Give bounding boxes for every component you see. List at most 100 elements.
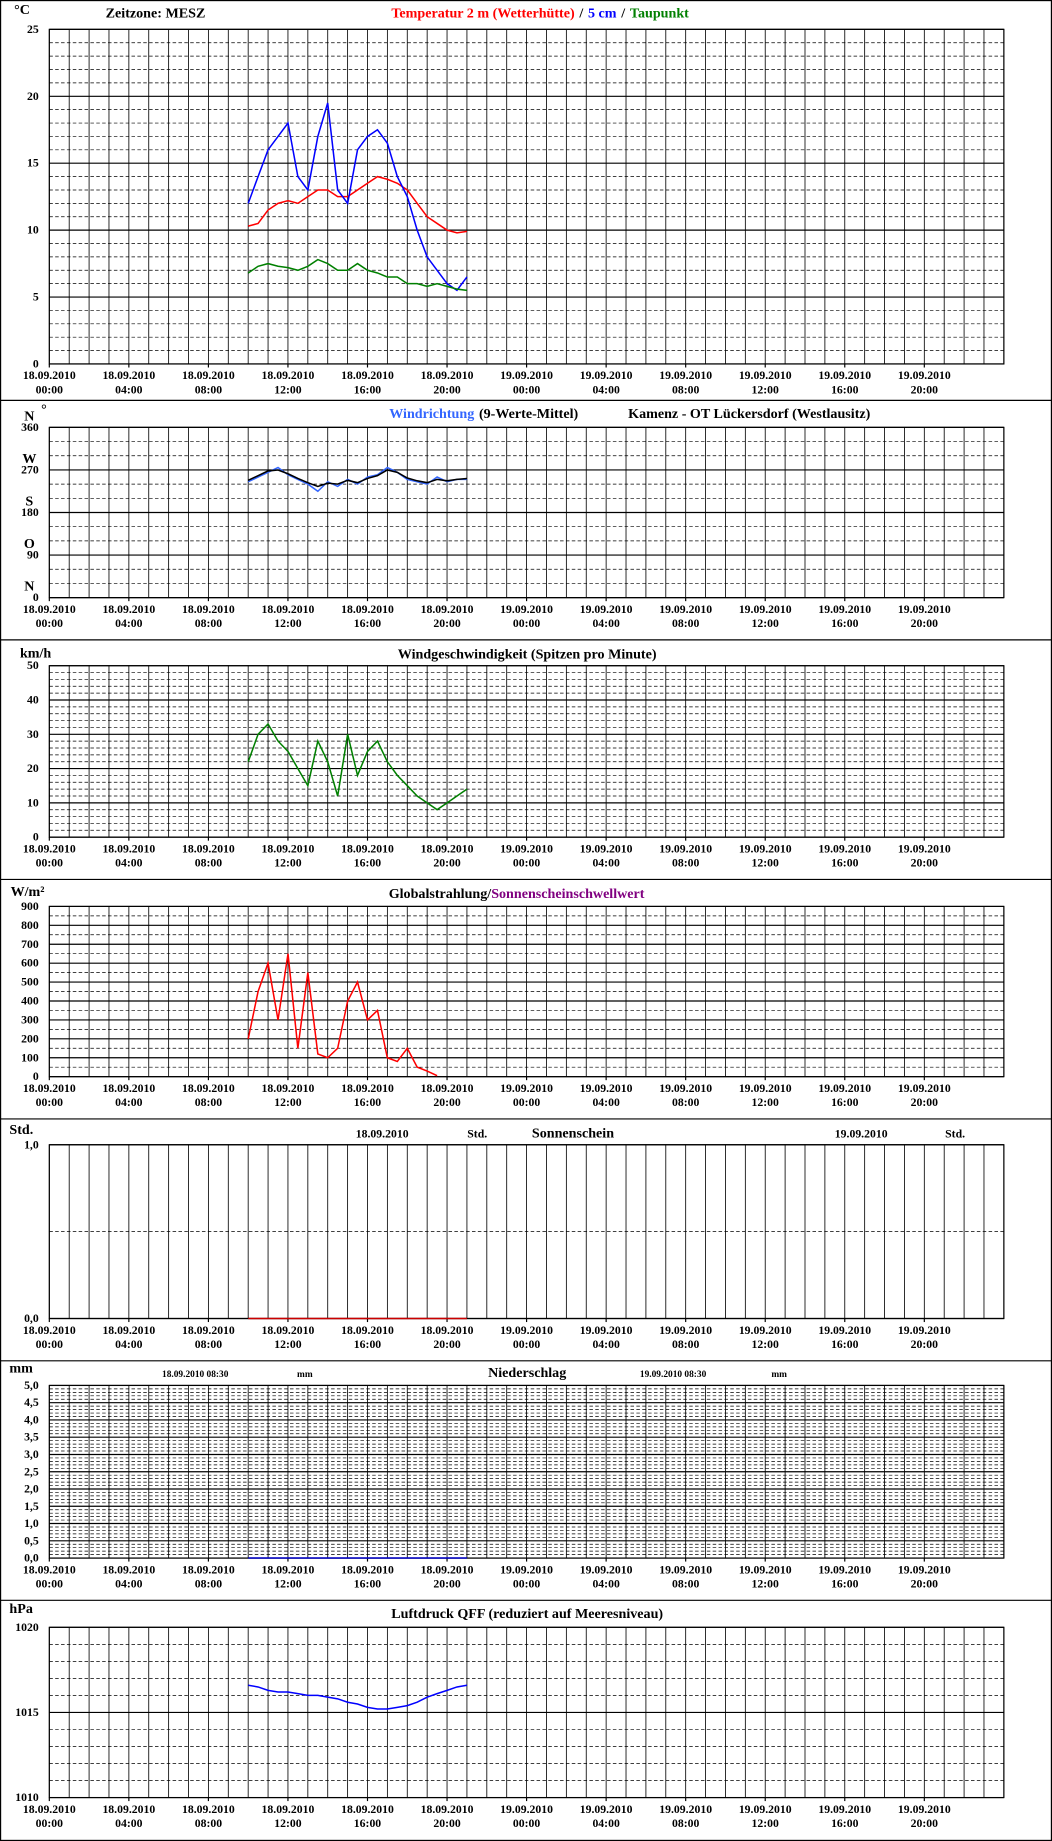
x-tick-date: 18.09.2010 bbox=[23, 1324, 76, 1337]
y-tick-label: 40 bbox=[27, 694, 39, 707]
x-tick-time: 00:00 bbox=[513, 383, 541, 396]
y-tick-label: 1,0 bbox=[24, 1138, 39, 1151]
x-tick-date: 18.09.2010 bbox=[102, 1563, 155, 1576]
y-tick-label: 0 bbox=[33, 357, 39, 370]
x-tick-date: 18.09.2010 bbox=[182, 603, 235, 616]
compass-label: W bbox=[22, 451, 36, 467]
x-tick-time: 00:00 bbox=[36, 617, 64, 630]
x-tick-date: 18.09.2010 bbox=[182, 1082, 235, 1095]
x-tick-date: 19.09.2010 bbox=[898, 603, 951, 616]
y-axis-label: Std. bbox=[9, 1122, 33, 1138]
legend-entry: Temperatur 2 m (Wetterhütte) bbox=[391, 6, 575, 22]
x-tick-date: 19.09.2010 bbox=[659, 1803, 712, 1816]
y-tick-label: 0,5 bbox=[24, 1534, 39, 1547]
x-tick-date: 18.09.2010 bbox=[421, 603, 474, 616]
chart-panel: 0102030405018.09.201000:0018.09.201004:0… bbox=[20, 645, 1005, 869]
x-tick-date: 18.09.2010 bbox=[421, 1324, 474, 1337]
x-tick-date: 19.09.2010 bbox=[898, 369, 951, 382]
x-tick-date: 18.09.2010 bbox=[341, 1082, 394, 1095]
x-tick-time: 04:00 bbox=[592, 617, 620, 630]
annotation: 18.09.2010 08:30 bbox=[162, 1370, 229, 1380]
x-tick-date: 18.09.2010 bbox=[421, 1803, 474, 1816]
x-tick-time: 16:00 bbox=[354, 856, 382, 869]
data-line bbox=[247, 953, 438, 1077]
x-tick-date: 18.09.2010 bbox=[182, 1324, 235, 1337]
chart-title: Sonnenschein bbox=[532, 1126, 614, 1142]
x-tick-date: 19.09.2010 bbox=[739, 369, 792, 382]
x-tick-time: 20:00 bbox=[433, 1817, 461, 1830]
x-tick-time: 16:00 bbox=[354, 1338, 382, 1351]
x-tick-time: 08:00 bbox=[672, 856, 700, 869]
y-tick-label: 90 bbox=[27, 549, 39, 562]
x-tick-time: 16:00 bbox=[354, 1817, 382, 1830]
y-tick-label: 4,5 bbox=[24, 1396, 39, 1409]
x-tick-time: 08:00 bbox=[195, 617, 223, 630]
x-tick-date: 19.09.2010 bbox=[500, 842, 553, 855]
x-tick-date: 18.09.2010 bbox=[182, 369, 235, 382]
legend-separator: / bbox=[620, 6, 626, 22]
x-tick-date: 18.09.2010 bbox=[182, 1803, 235, 1816]
y-tick-label: 0 bbox=[33, 1070, 39, 1083]
x-tick-time: 00:00 bbox=[36, 383, 64, 396]
x-tick-date: 19.09.2010 bbox=[500, 1563, 553, 1576]
chart-panel: 09018027036018.09.201000:0018.09.201004:… bbox=[21, 401, 1005, 630]
chart-panel: 0,0 0,5 1,0 1,5 2,0 2,5 3,0 3,5 4,0 4,5 5,0 18.09.2… bbox=[9, 1361, 1005, 1590]
x-tick-date: 18.09.2010 bbox=[182, 1563, 235, 1576]
x-tick-date: 18.09.2010 bbox=[23, 603, 76, 616]
x-tick-date: 18.09.2010 bbox=[421, 842, 474, 855]
y-tick-label: 0,0 bbox=[24, 1552, 39, 1565]
plot-frame bbox=[48, 1144, 1005, 1320]
chart-heading: Sonnenschein bbox=[532, 1126, 614, 1142]
plot-frame bbox=[48, 28, 1005, 365]
annotation: mm bbox=[771, 1370, 787, 1380]
y-tick-label: 200 bbox=[21, 1032, 39, 1045]
y-tick-label: 0 bbox=[33, 831, 39, 844]
x-tick-date: 18.09.2010 bbox=[421, 1082, 474, 1095]
x-tick-time: 04:00 bbox=[115, 856, 143, 869]
x-tick-date: 19.09.2010 bbox=[580, 369, 633, 382]
x-tick-date: 19.09.2010 bbox=[739, 1324, 792, 1337]
x-tick-time: 08:00 bbox=[672, 617, 700, 630]
y-tick-label: 600 bbox=[21, 957, 39, 970]
x-tick-time: 00:00 bbox=[513, 1096, 541, 1109]
legend-entry: Windrichtung bbox=[389, 406, 474, 422]
x-tick-time: 12:00 bbox=[274, 1096, 302, 1109]
data-line bbox=[247, 102, 468, 292]
annotation: Std. bbox=[945, 1128, 965, 1141]
chart-subtitle: Sonnenscheinschwellwert bbox=[491, 886, 645, 902]
x-tick-date: 19.09.2010 bbox=[500, 1803, 553, 1816]
annotation: Zeitzone: MESZ bbox=[106, 6, 206, 22]
x-tick-time: 00:00 bbox=[513, 1577, 541, 1590]
x-tick-date: 19.09.2010 bbox=[898, 842, 951, 855]
x-tick-date: 18.09.2010 bbox=[23, 1082, 76, 1095]
annotation: 18.09.2010 bbox=[356, 1128, 409, 1141]
x-tick-time: 16:00 bbox=[831, 856, 859, 869]
x-tick-time: 04:00 bbox=[592, 856, 620, 869]
data-line bbox=[247, 258, 468, 292]
chart-panel: 051015202518.09.201000:0018.09.201004:00… bbox=[14, 2, 1005, 396]
y-tick-label: 180 bbox=[21, 506, 39, 519]
chart-panel: 010020030040050060070080090018.09.201000… bbox=[11, 884, 1005, 1109]
x-tick-time: 04:00 bbox=[115, 1338, 143, 1351]
y-tick-label: 10 bbox=[27, 224, 39, 237]
x-tick-time: 20:00 bbox=[911, 856, 939, 869]
data-line bbox=[248, 1684, 468, 1710]
x-tick-date: 19.09.2010 bbox=[818, 1803, 871, 1816]
x-tick-time: 04:00 bbox=[115, 383, 143, 396]
x-tick-time: 08:00 bbox=[672, 383, 700, 396]
x-tick-date: 19.09.2010 bbox=[818, 369, 871, 382]
y-tick-label: 3,0 bbox=[24, 1448, 39, 1461]
y-axis-label: hPa bbox=[9, 1601, 32, 1617]
x-tick-time: 20:00 bbox=[433, 383, 461, 396]
y-tick-label: 2,5 bbox=[24, 1465, 39, 1478]
x-tick-time: 12:00 bbox=[274, 617, 302, 630]
x-tick-time: 20:00 bbox=[911, 617, 939, 630]
x-tick-time: 12:00 bbox=[274, 1577, 302, 1590]
x-tick-time: 04:00 bbox=[115, 1577, 143, 1590]
y-tick-label: 4,0 bbox=[24, 1413, 39, 1426]
x-tick-date: 18.09.2010 bbox=[23, 1803, 76, 1816]
x-tick-date: 18.09.2010 bbox=[262, 1082, 315, 1095]
x-tick-date: 19.09.2010 bbox=[500, 1324, 553, 1337]
y-tick-label: 1,0 bbox=[24, 1517, 39, 1530]
chart-title: Globalstrahlung/ bbox=[389, 886, 493, 902]
